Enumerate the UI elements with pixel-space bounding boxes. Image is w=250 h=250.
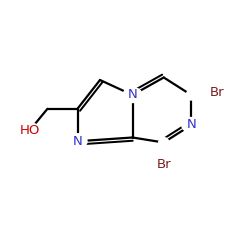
Ellipse shape [20,123,40,137]
Text: HO: HO [20,124,40,136]
Ellipse shape [182,118,201,132]
Ellipse shape [159,138,169,147]
Text: Br: Br [210,86,224,99]
Ellipse shape [68,134,87,149]
Text: N: N [72,135,83,148]
Text: N: N [128,88,138,102]
Text: N: N [186,118,196,132]
Ellipse shape [186,90,196,100]
Text: Br: Br [156,158,171,172]
Ellipse shape [123,88,142,102]
